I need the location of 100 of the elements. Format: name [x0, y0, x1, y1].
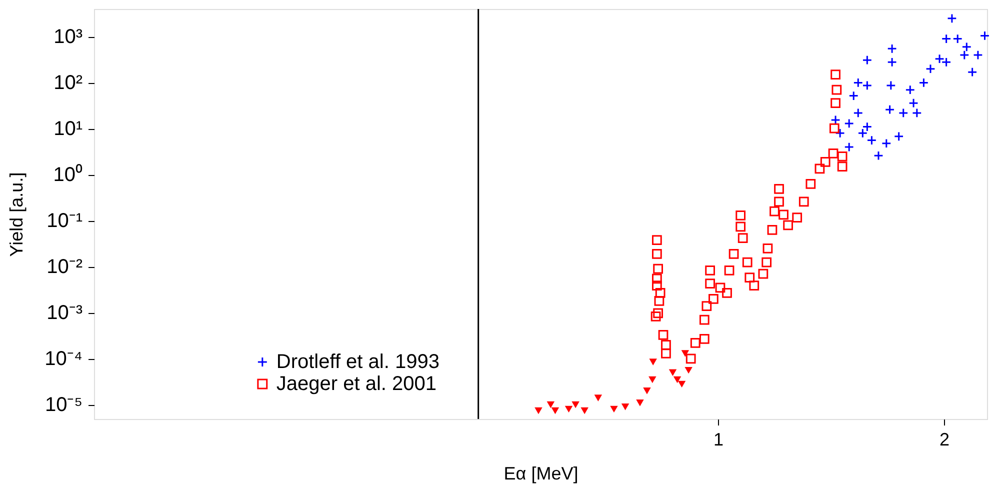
point — [830, 115, 840, 125]
y-tick-label: 10³ — [54, 26, 83, 48]
y-axis-title: Yield [a.u.] — [6, 172, 27, 257]
point — [844, 142, 854, 152]
point — [655, 288, 666, 298]
point — [806, 179, 816, 189]
point — [798, 196, 809, 207]
point — [648, 376, 656, 384]
point — [862, 122, 872, 132]
point — [728, 248, 739, 259]
point — [580, 407, 588, 414]
point — [715, 282, 726, 293]
point — [829, 123, 840, 134]
point — [699, 314, 710, 325]
y-tick-label: 10⁻³ — [46, 302, 83, 324]
point — [862, 55, 872, 66]
point — [661, 348, 671, 358]
point — [894, 131, 904, 142]
point — [705, 266, 715, 276]
point — [762, 257, 772, 268]
point — [762, 243, 773, 254]
point — [653, 308, 663, 318]
point — [967, 67, 978, 78]
point — [820, 156, 830, 167]
point — [884, 104, 895, 115]
point — [837, 162, 848, 172]
y-tick-label: 10⁰ — [53, 163, 82, 186]
point — [661, 340, 671, 350]
point — [814, 164, 825, 174]
point — [564, 406, 573, 413]
point — [844, 118, 854, 128]
point — [699, 334, 710, 344]
point — [610, 406, 618, 413]
point — [708, 294, 718, 304]
point — [702, 301, 712, 311]
point — [643, 388, 651, 394]
point — [908, 98, 918, 108]
point — [736, 210, 746, 220]
point — [681, 350, 690, 357]
point — [738, 233, 748, 243]
point — [736, 222, 746, 232]
point — [690, 338, 700, 348]
legend-label: Jaeger et al. 2001 — [276, 373, 437, 395]
point — [653, 264, 663, 274]
point — [722, 288, 732, 298]
y-tick-label: 10¹ — [54, 118, 83, 140]
point — [724, 266, 734, 276]
point — [668, 369, 677, 376]
y-tick-label: 10² — [54, 72, 83, 94]
x-tick-label: 2 — [940, 430, 950, 450]
point — [959, 50, 970, 60]
point — [684, 366, 692, 374]
point — [973, 50, 983, 60]
point — [783, 220, 793, 230]
point — [905, 84, 916, 95]
point — [918, 78, 929, 88]
point — [874, 150, 884, 161]
point — [941, 34, 952, 44]
point — [572, 401, 580, 408]
point — [832, 84, 842, 95]
point — [912, 108, 922, 118]
point — [881, 138, 892, 148]
point — [848, 90, 859, 101]
point — [594, 394, 602, 402]
point — [686, 354, 696, 364]
point — [980, 30, 990, 41]
point — [886, 80, 896, 90]
point — [658, 330, 668, 340]
point — [887, 44, 897, 54]
point — [862, 80, 872, 90]
point — [830, 70, 840, 80]
point — [652, 235, 662, 245]
legend-label: Drotleff et al. 1993 — [276, 351, 440, 373]
point — [705, 278, 715, 289]
point — [866, 135, 877, 146]
point — [774, 184, 784, 194]
point — [546, 401, 555, 408]
point — [887, 57, 897, 68]
point — [678, 380, 686, 388]
x-axis-title: Eα [MeV] — [504, 464, 578, 484]
y-tick-label: 10⁻² — [46, 256, 83, 278]
point — [830, 98, 840, 108]
point — [621, 404, 630, 410]
y-tick-label: 10⁻⁴ — [44, 348, 82, 370]
point — [652, 280, 662, 290]
point — [551, 407, 560, 414]
point — [947, 13, 957, 24]
point — [650, 312, 661, 322]
y-tick-label: 10⁻¹ — [46, 210, 83, 232]
point — [652, 274, 662, 284]
point — [926, 64, 936, 74]
point — [636, 399, 644, 406]
x-tick-label: 1 — [713, 430, 724, 450]
point — [744, 272, 755, 283]
point — [778, 210, 788, 220]
point — [673, 376, 682, 384]
point — [770, 206, 780, 216]
point — [962, 42, 972, 52]
point — [792, 212, 802, 223]
point — [835, 128, 845, 138]
